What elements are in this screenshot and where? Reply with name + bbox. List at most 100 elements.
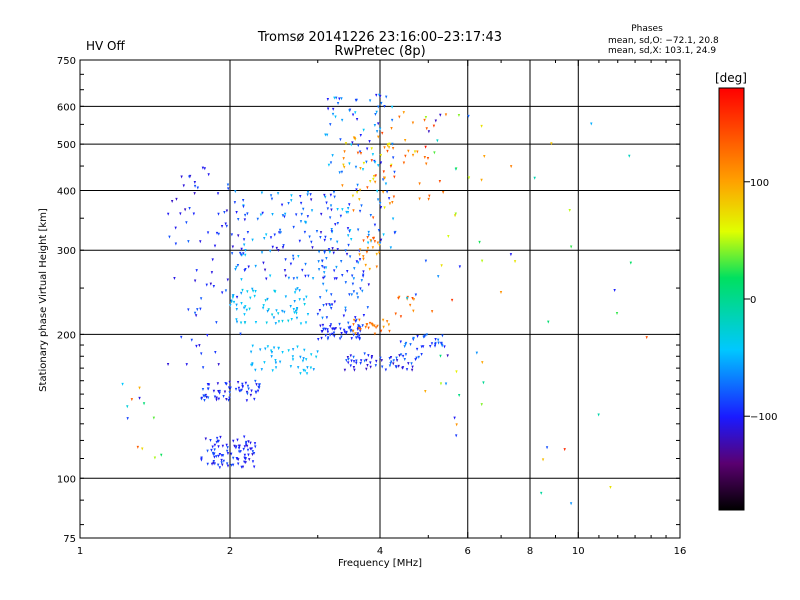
data-point (383, 104, 386, 108)
data-point (173, 276, 176, 280)
data-point (359, 287, 362, 291)
data-point (251, 344, 254, 348)
data-point (563, 448, 566, 452)
stats-title: Phases (631, 24, 663, 34)
data-point (244, 268, 247, 272)
data-point (210, 271, 214, 275)
data-point (423, 156, 427, 160)
grid-lines (80, 60, 680, 538)
data-point (365, 323, 369, 327)
data-point (209, 282, 213, 286)
data-point (334, 115, 337, 119)
data-point (251, 289, 255, 293)
data-point (412, 309, 415, 313)
x-tick-label: 2 (227, 546, 233, 557)
data-point (321, 282, 325, 286)
data-point (359, 329, 362, 333)
data-point (335, 265, 338, 269)
data-point (326, 107, 330, 111)
data-point (294, 288, 298, 292)
data-point (322, 276, 325, 280)
data-point (335, 277, 338, 281)
data-point (411, 365, 414, 369)
data-point (362, 255, 365, 259)
data-point (294, 213, 298, 217)
data-point (214, 350, 217, 354)
x-tick-label: 1 (77, 546, 83, 557)
data-point (297, 255, 300, 259)
data-point (356, 332, 360, 336)
data-point (200, 456, 203, 460)
data-point (246, 384, 250, 388)
data-point (378, 127, 382, 131)
data-point (269, 194, 273, 198)
data-point (309, 366, 313, 370)
data-point (343, 165, 346, 169)
data-point (299, 195, 302, 199)
data-point (236, 438, 239, 442)
data-point (355, 361, 358, 365)
data-point (213, 448, 216, 452)
data-point (628, 154, 631, 158)
data-point (394, 312, 397, 316)
data-point (243, 456, 246, 460)
data-point (392, 195, 396, 199)
x-axis-ticks: 1 2 4 6 8 10 16 (77, 60, 686, 557)
data-point (234, 387, 238, 391)
data-point (441, 334, 444, 338)
data-point (380, 365, 384, 369)
data-point (350, 359, 353, 363)
data-point (281, 214, 285, 218)
data-point (237, 218, 240, 222)
data-point (252, 465, 256, 469)
data-point (454, 212, 457, 216)
data-point (273, 289, 276, 293)
data-point (382, 170, 385, 174)
data-point (136, 445, 140, 449)
data-point (480, 403, 483, 407)
data-point (226, 278, 230, 282)
data-point (368, 267, 371, 271)
data-point (265, 321, 268, 325)
data-point (254, 289, 257, 293)
data-point (342, 328, 346, 332)
data-point (247, 453, 250, 457)
data-point (298, 239, 302, 243)
data-point (246, 290, 249, 294)
data-point (201, 366, 205, 370)
data-point (425, 127, 428, 131)
data-point (383, 206, 386, 210)
data-point (269, 236, 273, 240)
data-point (258, 386, 261, 390)
data-point (314, 355, 318, 359)
data-point (330, 293, 333, 297)
data-point (333, 96, 336, 100)
data-point (374, 326, 378, 330)
data-point (215, 455, 218, 459)
data-point (215, 321, 218, 325)
data-point (368, 321, 372, 325)
data-point (347, 361, 350, 365)
data-point (264, 347, 267, 351)
data-point (354, 111, 357, 115)
data-point (289, 304, 292, 308)
data-point (367, 233, 370, 237)
data-point (349, 364, 352, 368)
data-point (332, 269, 336, 273)
data-point (379, 94, 382, 98)
data-point (388, 356, 391, 360)
x-tick-label: 6 (465, 546, 471, 557)
data-point (291, 355, 295, 359)
data-point (645, 336, 648, 340)
data-point (349, 354, 353, 358)
data-point (219, 435, 222, 439)
data-point (377, 164, 380, 168)
data-point (295, 316, 299, 320)
data-point (424, 115, 428, 119)
data-point (367, 326, 370, 330)
data-point (441, 344, 444, 348)
data-point (341, 274, 344, 278)
data-point (244, 253, 247, 257)
data-point (380, 359, 383, 363)
data-point (450, 298, 454, 302)
